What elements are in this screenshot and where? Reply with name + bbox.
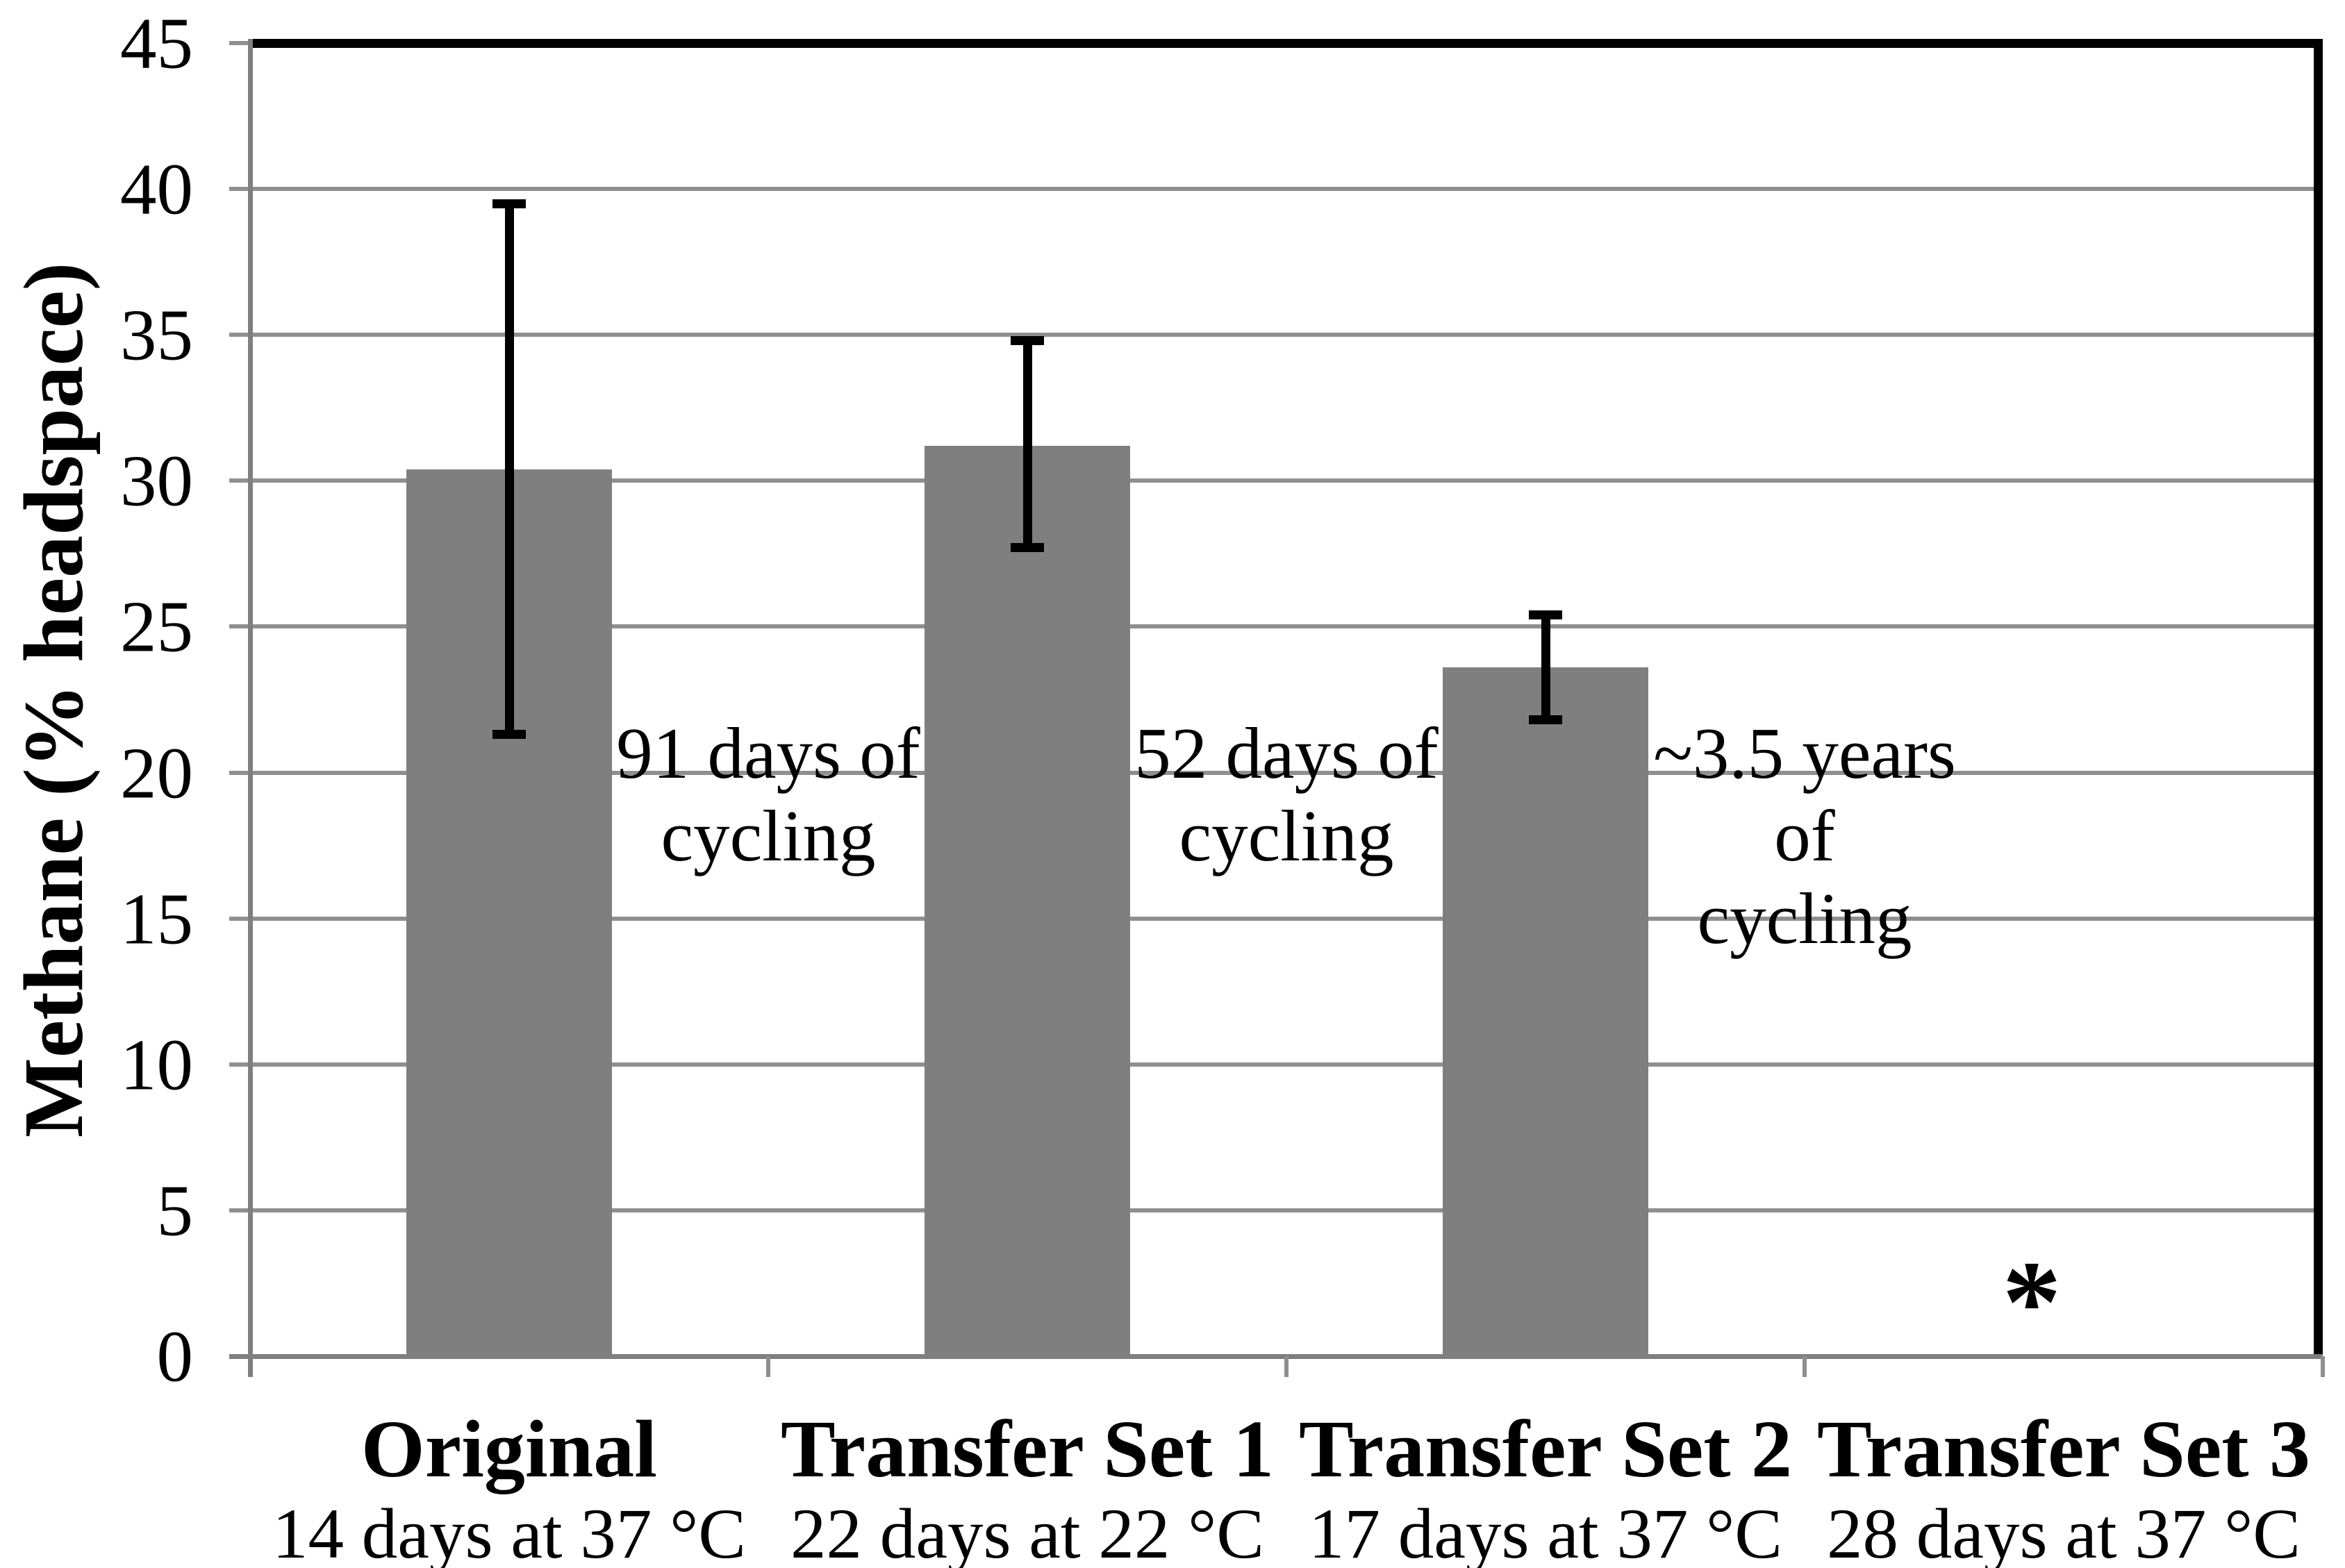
- gridline-20: [250, 770, 2323, 775]
- annotation-line: cycling: [1179, 795, 1394, 876]
- x-category-sublabel-transfer-set-3: 28 days at 37 °C: [1826, 1494, 2301, 1568]
- y-tick-label-10: 10: [120, 1024, 193, 1106]
- error-cap-bottom-transfer-set-1: [1011, 543, 1044, 553]
- error-bar-transfer-set-2: [1541, 615, 1550, 720]
- error-cap-top-transfer-set-2: [1529, 610, 1562, 620]
- plot-top-border: [250, 39, 2323, 48]
- annotation-line: cycling: [661, 795, 876, 876]
- x-tick-2: [1284, 1356, 1288, 1377]
- y-tick-label-20: 20: [120, 732, 193, 814]
- x-category-label-transfer-set-3: Transfer Set 3: [1816, 1403, 2311, 1494]
- asterisk-marker: *: [2002, 1237, 2062, 1367]
- y-tick-label-35: 35: [120, 294, 193, 376]
- y-tick-45: [229, 41, 250, 45]
- error-cap-bottom-original: [492, 730, 526, 740]
- error-cap-top-original: [492, 199, 526, 208]
- gridline-10: [250, 1062, 2323, 1067]
- annotation-line: ~3.5 years: [1653, 712, 1956, 794]
- x-tick-3: [1803, 1356, 1807, 1377]
- y-tick-label-5: 5: [156, 1169, 194, 1251]
- annotation-line: 91 days of: [616, 712, 920, 794]
- y-tick-15: [229, 916, 250, 921]
- gridline-35: [250, 333, 2323, 337]
- y-tick-35: [229, 333, 250, 337]
- y-tick-30: [229, 478, 250, 483]
- y-tick-40: [229, 187, 250, 192]
- x-category-sublabel-transfer-set-1: 22 days at 22 °C: [790, 1494, 1265, 1568]
- annotation-line: 52 days of: [1134, 712, 1439, 794]
- x-category-sublabel-original: 14 days at 37 °C: [272, 1494, 747, 1568]
- annotation-line: cycling: [1697, 878, 1912, 959]
- cycling-annotation-1: 91 days of cycling: [616, 712, 920, 877]
- gridline-25: [250, 624, 2323, 629]
- y-tick-10: [229, 1062, 250, 1067]
- y-tick-label-0: 0: [156, 1315, 194, 1397]
- error-cap-top-transfer-set-1: [1011, 336, 1044, 346]
- y-tick-label-45: 45: [120, 2, 193, 84]
- y-tick-20: [229, 770, 250, 775]
- plot-right-border: [2314, 39, 2323, 1356]
- x-category-label-original: Original: [361, 1403, 658, 1494]
- x-category-sublabel-transfer-set-2: 17 days at 37 °C: [1308, 1494, 1783, 1568]
- error-bar-original: [504, 203, 514, 735]
- y-axis-line: [248, 39, 253, 1377]
- error-bar-transfer-set-1: [1022, 340, 1032, 548]
- y-tick-label-30: 30: [120, 440, 193, 522]
- y-tick-25: [229, 624, 250, 629]
- bar-transfer-set-2: [1443, 667, 1648, 1356]
- y-tick-label-15: 15: [120, 878, 193, 960]
- annotation-line: of: [1774, 795, 1835, 876]
- x-category-label-transfer-set-2: Transfer Set 2: [1298, 1403, 1793, 1494]
- x-tick-4: [2321, 1356, 2325, 1377]
- gridline-15: [250, 916, 2323, 921]
- bar-transfer-set-1: [925, 445, 1130, 1356]
- cycling-annotation-3: ~3.5 years of cycling: [1653, 712, 1956, 960]
- gridline-5: [250, 1208, 2323, 1212]
- y-tick-label-25: 25: [120, 585, 193, 667]
- y-axis-title: Methane (% headspace): [7, 262, 101, 1138]
- x-axis-line: [229, 1354, 2323, 1359]
- cycling-annotation-2: 52 days of cycling: [1134, 712, 1438, 877]
- error-cap-bottom-transfer-set-2: [1529, 715, 1562, 725]
- x-tick-1: [766, 1356, 770, 1377]
- gridline-30: [250, 478, 2323, 483]
- y-tick-label-40: 40: [120, 148, 193, 230]
- y-tick-5: [229, 1208, 250, 1212]
- gridline-40: [250, 187, 2323, 192]
- x-category-label-transfer-set-1: Transfer Set 1: [780, 1403, 1275, 1494]
